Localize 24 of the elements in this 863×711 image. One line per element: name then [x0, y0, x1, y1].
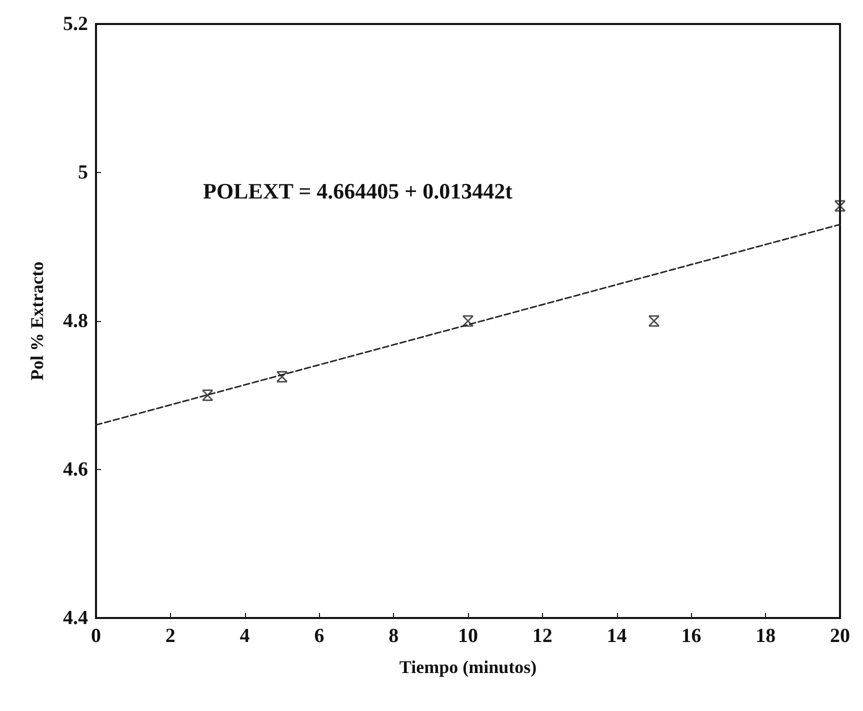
y-tick-label: 4.4 [63, 607, 88, 629]
x-axis-title: Tiempo (minutos) [399, 657, 537, 677]
x-tick-label: 6 [314, 625, 324, 647]
x-tick-label: 14 [606, 625, 627, 647]
x-tick-label: 12 [532, 625, 552, 647]
point [202, 390, 214, 401]
x-tick-label: 20 [830, 625, 850, 647]
y-axis-title: Pol % Extracto [27, 262, 47, 380]
x-tick-label: 16 [681, 625, 702, 647]
x-tick-label: 4 [240, 625, 250, 647]
y-tick-label: 4.6 [63, 458, 88, 480]
y-tick-label: 5 [78, 162, 88, 184]
point [462, 315, 474, 327]
x-tick-label: 2 [165, 625, 176, 647]
y-tick-label: 5.2 [63, 13, 88, 35]
x-tick-label: 18 [756, 625, 776, 647]
point [834, 200, 846, 212]
y-tick-label: 4.8 [63, 310, 88, 332]
x-tick-label: 10 [458, 625, 478, 647]
x-tick-label: 8 [388, 625, 399, 647]
x-tick-label: 0 [91, 625, 101, 647]
point [276, 370, 288, 382]
point [648, 315, 660, 327]
annotation: POLEXT = 4.664405 + 0.013442t [203, 178, 514, 204]
